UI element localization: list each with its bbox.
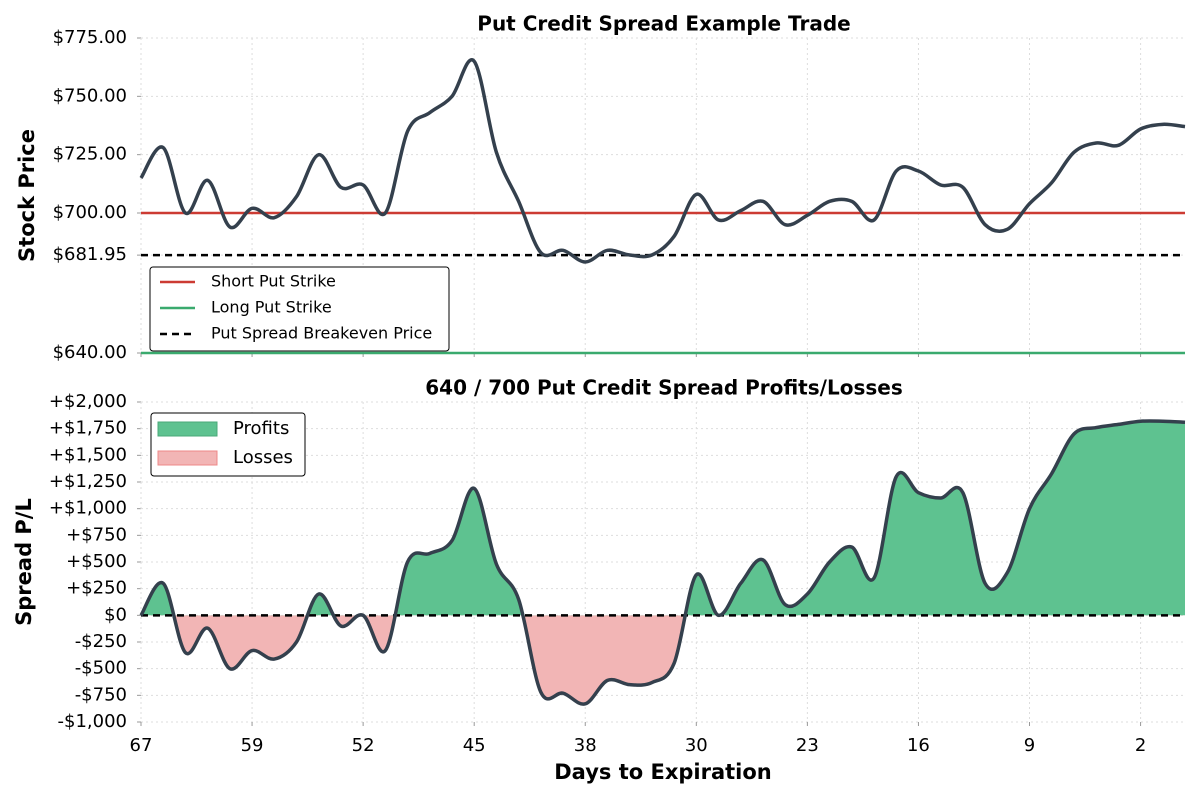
y-axis-label: Spread P/L	[12, 498, 36, 626]
y-tick-label: $775.00	[53, 27, 127, 48]
x-tick-label: 23	[796, 735, 819, 756]
legend-box	[149, 266, 450, 352]
y-tick-label: $700.00	[53, 202, 127, 223]
legend-label: Losses	[233, 447, 293, 468]
y-tick-label: -$1,000	[58, 711, 127, 732]
x-tick-label: 16	[907, 735, 930, 756]
x-tick-label: 38	[574, 735, 597, 756]
y-tick-label: $750.00	[53, 85, 127, 106]
x-tick-label: 30	[685, 735, 708, 756]
y-axis-label: Stock Price	[15, 129, 39, 262]
chart-title: Put Credit Spread Example Trade	[477, 12, 850, 36]
legend-label: Long Put Strike	[211, 298, 332, 317]
y-tick-label: -$250	[75, 631, 127, 652]
y-tick-label: $681.95	[53, 244, 127, 265]
legend-label: Short Put Strike	[211, 272, 336, 291]
chart-title: 640 / 700 Put Credit Spread Profits/Loss…	[425, 376, 902, 400]
y-tick-label: +$1,500	[49, 444, 127, 465]
x-axis-label: Days to Expiration	[554, 760, 772, 784]
legend-swatch	[157, 421, 218, 437]
x-tick-label: 59	[241, 735, 264, 756]
legend-label: Profits	[233, 418, 289, 439]
y-tick-label: -$500	[75, 658, 127, 679]
y-tick-label: -$750	[75, 684, 127, 705]
x-tick-label: 52	[352, 735, 375, 756]
legend-swatch	[157, 450, 218, 466]
x-tick-label: 9	[1024, 735, 1035, 756]
x-tick-label: 45	[463, 735, 486, 756]
area-above	[141, 420, 1185, 616]
y-tick-label: $640.00	[53, 342, 127, 363]
x-tick-label: 2	[1135, 735, 1146, 756]
price-line	[139, 419, 1186, 706]
y-tick-label: +$1,250	[49, 471, 127, 492]
y-tick-label: +$500	[66, 551, 127, 572]
area-below	[173, 615, 719, 705]
y-tick-label: +$750	[66, 524, 127, 545]
y-tick-label: $0	[104, 604, 127, 625]
y-tick-label: +$250	[66, 578, 127, 599]
y-tick-label: +$1,000	[49, 498, 127, 519]
y-tick-label: +$2,000	[49, 391, 127, 412]
y-tick-label: +$1,750	[49, 418, 127, 439]
price-line	[139, 58, 1186, 264]
legend-label: Put Spread Breakeven Price	[211, 324, 432, 343]
x-tick-label: 67	[130, 735, 153, 756]
y-tick-label: $725.00	[53, 144, 127, 165]
